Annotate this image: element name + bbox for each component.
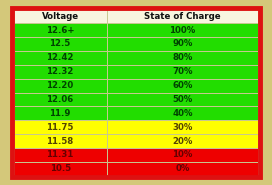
Bar [14,162,107,176]
Text: 60%: 60% [172,81,193,90]
Bar [14,79,107,92]
Bar [14,51,107,65]
Bar [14,37,107,51]
Text: 100%: 100% [169,26,196,35]
Bar [14,148,107,162]
Text: 50%: 50% [172,95,193,104]
Text: 10.5: 10.5 [50,164,71,173]
Text: Voltage: Voltage [42,12,79,21]
Text: 90%: 90% [172,39,193,48]
Bar [107,148,258,162]
Bar [14,120,107,134]
Text: 70%: 70% [172,67,193,76]
Text: 12.20: 12.20 [47,81,74,90]
Text: State of Charge: State of Charge [144,12,221,21]
Bar [14,134,107,148]
Text: 80%: 80% [172,53,193,62]
Text: 0%: 0% [175,164,190,173]
Bar [107,134,258,148]
Bar [107,37,258,51]
Text: 11.75: 11.75 [47,123,74,132]
Bar [14,92,107,106]
Bar [107,92,258,106]
Bar [14,65,107,79]
Text: 12.6+: 12.6+ [46,26,74,35]
Bar [107,162,258,176]
Text: 12.06: 12.06 [47,95,74,104]
Bar [107,51,258,65]
Text: 40%: 40% [172,109,193,118]
Bar [107,106,258,120]
Bar [107,120,258,134]
Text: 20%: 20% [172,137,193,146]
Text: 11.58: 11.58 [47,137,74,146]
Bar [14,106,107,120]
Bar [107,79,258,92]
Bar [107,65,258,79]
Text: 12.42: 12.42 [46,53,74,62]
Bar [14,23,107,37]
Text: 12.32: 12.32 [47,67,74,76]
Text: 10%: 10% [172,150,193,159]
Text: 30%: 30% [172,123,193,132]
Bar [107,23,258,37]
Text: 11.9: 11.9 [50,109,71,118]
Bar [14,9,258,23]
Text: 11.31: 11.31 [47,150,74,159]
Text: 12.5: 12.5 [50,39,71,48]
